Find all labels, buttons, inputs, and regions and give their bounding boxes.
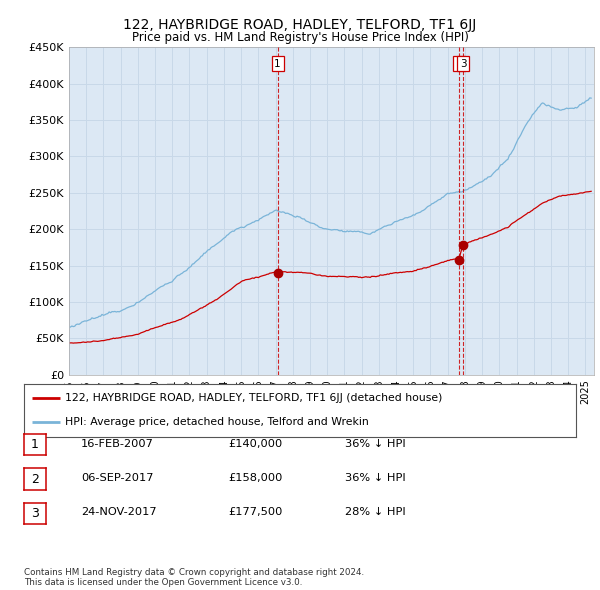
Text: 1: 1 bbox=[31, 438, 39, 451]
Text: £177,500: £177,500 bbox=[228, 507, 283, 517]
Text: Price paid vs. HM Land Registry's House Price Index (HPI): Price paid vs. HM Land Registry's House … bbox=[131, 31, 469, 44]
Text: 28% ↓ HPI: 28% ↓ HPI bbox=[345, 507, 406, 517]
Text: 16-FEB-2007: 16-FEB-2007 bbox=[81, 439, 154, 448]
Text: 36% ↓ HPI: 36% ↓ HPI bbox=[345, 439, 406, 448]
Text: 3: 3 bbox=[31, 507, 39, 520]
Text: 2: 2 bbox=[456, 58, 463, 68]
Text: HPI: Average price, detached house, Telford and Wrekin: HPI: Average price, detached house, Telf… bbox=[65, 417, 369, 427]
Text: 36% ↓ HPI: 36% ↓ HPI bbox=[345, 473, 406, 483]
Text: 3: 3 bbox=[460, 58, 466, 68]
Text: 122, HAYBRIDGE ROAD, HADLEY, TELFORD, TF1 6JJ (detached house): 122, HAYBRIDGE ROAD, HADLEY, TELFORD, TF… bbox=[65, 393, 443, 403]
Text: 122, HAYBRIDGE ROAD, HADLEY, TELFORD, TF1 6JJ: 122, HAYBRIDGE ROAD, HADLEY, TELFORD, TF… bbox=[124, 18, 476, 32]
Text: £158,000: £158,000 bbox=[228, 473, 283, 483]
Text: 24-NOV-2017: 24-NOV-2017 bbox=[81, 507, 157, 517]
Text: Contains HM Land Registry data © Crown copyright and database right 2024.
This d: Contains HM Land Registry data © Crown c… bbox=[24, 568, 364, 587]
Text: 1: 1 bbox=[274, 58, 281, 68]
Text: £140,000: £140,000 bbox=[228, 439, 282, 448]
Text: 2: 2 bbox=[31, 473, 39, 486]
Text: 06-SEP-2017: 06-SEP-2017 bbox=[81, 473, 154, 483]
